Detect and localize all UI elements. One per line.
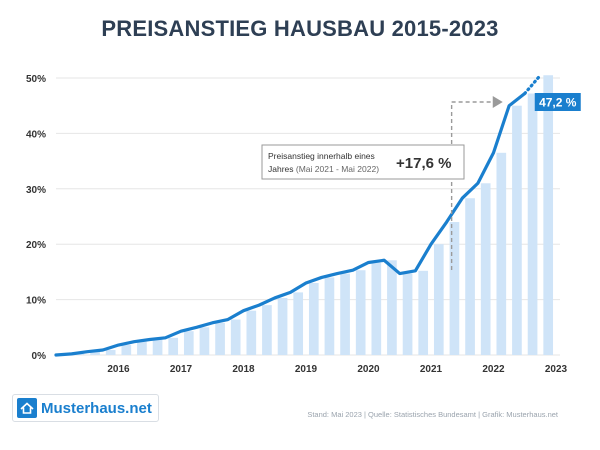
bar [418, 270, 429, 355]
bar [480, 183, 491, 355]
bar [121, 345, 132, 355]
bar [152, 339, 163, 355]
bar [246, 310, 257, 355]
bar [183, 331, 194, 355]
x-tick-label: 2021 [420, 364, 443, 375]
annotation-value: +17,6 % [396, 155, 451, 172]
x-tick-label: 2017 [170, 364, 193, 375]
bar [90, 351, 100, 355]
bar [293, 292, 304, 355]
x-tick-label: 2019 [295, 364, 318, 375]
y-tick-label: 20% [26, 240, 46, 251]
bar [308, 282, 319, 355]
annotation-line-1: Preisanstieg innerhalb eines [268, 151, 375, 161]
source-note: Stand: Mai 2023 | Quelle: Statistisches … [307, 410, 558, 419]
bar [402, 273, 413, 355]
annotation-period: (Mai 2021 - Mai 2022) [296, 164, 379, 174]
bar [371, 262, 382, 355]
bar [74, 353, 85, 355]
x-tick-label: 2020 [357, 364, 380, 375]
series-line [54, 91, 527, 357]
annotation-connector [450, 101, 493, 270]
bar [355, 270, 366, 355]
y-tick-label: 0% [32, 351, 47, 362]
series-line-projection [523, 73, 542, 96]
bar [277, 297, 288, 355]
house-icon [17, 398, 37, 418]
bar [262, 305, 272, 355]
peak-label-text: 47,2 % [539, 96, 577, 110]
x-tick-label: 2023 [545, 364, 568, 375]
bar [512, 105, 522, 355]
bar [168, 337, 179, 355]
annotation-box [261, 144, 465, 180]
annotation-line-2: Jahres (Mai 2021 - Mai 2022) [268, 164, 379, 174]
bar [496, 152, 507, 355]
y-tick-label: 30% [26, 185, 46, 196]
x-tick-label: 2018 [232, 364, 255, 375]
bar [387, 260, 397, 355]
chart-title: PREISANSTIEG HAUSBAU 2015-2023 [101, 16, 499, 41]
bar [230, 319, 241, 355]
bar [340, 273, 350, 355]
bar [527, 93, 538, 356]
peak-label-box [534, 93, 581, 111]
bar [433, 244, 444, 355]
bar [215, 322, 225, 355]
arrowhead [492, 96, 503, 108]
brand-logo[interactable]: Musterhaus.net [12, 394, 159, 422]
bar [543, 75, 554, 355]
x-tick-label: 2022 [482, 364, 505, 375]
bar [465, 198, 475, 355]
bar [199, 327, 210, 355]
logo-text: Musterhaus.net [41, 399, 152, 417]
y-tick-label: 10% [26, 296, 46, 307]
y-tick-label: 40% [26, 129, 46, 140]
y-tick-label: 50% [26, 74, 46, 85]
bar [137, 341, 147, 355]
x-tick-label: 2016 [107, 364, 130, 375]
bar [449, 222, 460, 355]
bar [105, 350, 116, 355]
bar [324, 277, 335, 355]
